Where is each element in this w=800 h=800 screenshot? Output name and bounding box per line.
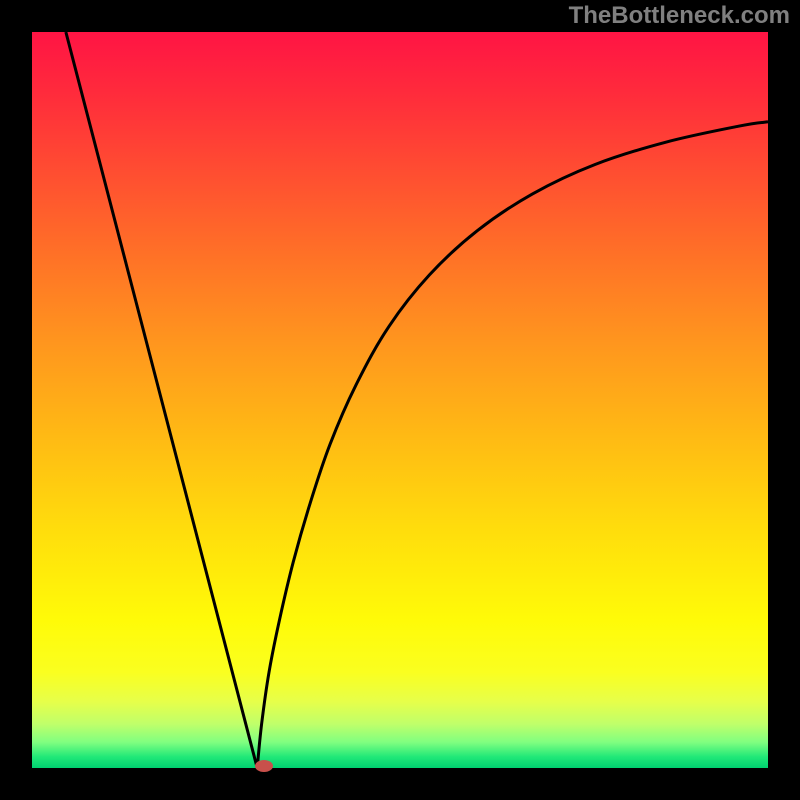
watermark-text: TheBottleneck.com bbox=[569, 2, 790, 30]
bottleneck-curve bbox=[0, 0, 800, 800]
chart-container: TheBottleneck.com bbox=[0, 0, 800, 800]
optimum-marker bbox=[255, 760, 273, 772]
